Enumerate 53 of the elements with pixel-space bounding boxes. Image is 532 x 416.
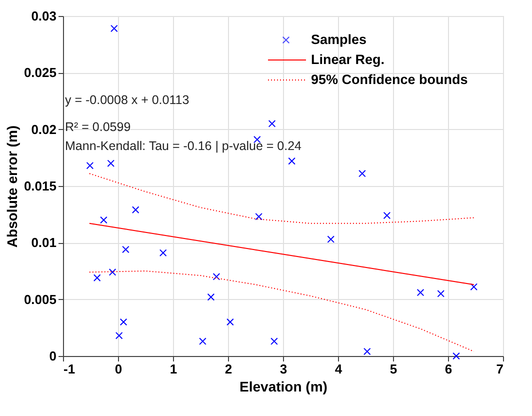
point — [132, 206, 140, 214]
y-tick-label: 0.025 — [24, 65, 56, 80]
point — [100, 216, 108, 224]
x-tick-label: 7 — [496, 362, 504, 376]
x-tick-label: 6 — [444, 362, 452, 376]
point — [327, 236, 335, 243]
y-tick-label: 0.015 — [24, 178, 56, 194]
line-series — [88, 173, 474, 224]
legend-label: 95% Confidence bounds — [311, 72, 468, 87]
point — [255, 212, 262, 220]
x-axis-title: Elevation (m) — [240, 378, 328, 394]
x-tick-label: 0 — [114, 362, 122, 376]
point — [226, 318, 234, 326]
point — [212, 273, 220, 280]
y-tick-label: 0.01 — [31, 235, 56, 250]
annotation: Mann-Kendall: Tau = -0.16 | p-value = 0.24 — [65, 139, 302, 153]
y-tick-label: 0.02 — [31, 122, 56, 137]
point — [363, 348, 371, 356]
y-tick-label: 0.03 — [31, 8, 56, 24]
point — [159, 249, 167, 257]
point — [270, 338, 278, 345]
x-tick-label: 4 — [334, 362, 343, 376]
point — [93, 274, 101, 282]
point — [288, 157, 296, 165]
x-tick-label: 5 — [390, 362, 398, 376]
point — [358, 170, 366, 178]
point — [107, 160, 115, 167]
y-tick-label: 0 — [49, 348, 56, 364]
point — [122, 246, 130, 254]
point — [199, 338, 206, 345]
y-tick-label: 0.005 — [24, 292, 56, 307]
point — [110, 24, 118, 32]
point — [86, 162, 94, 170]
point — [115, 332, 123, 340]
x-tick-label: 2 — [224, 362, 232, 376]
x-tick-label: 3 — [280, 362, 288, 376]
point — [207, 293, 215, 301]
x-tick-label: -1 — [64, 362, 76, 376]
point — [383, 212, 391, 220]
point — [120, 318, 128, 326]
legend-label: Samples — [311, 32, 367, 47]
point — [437, 290, 445, 298]
x-tick-label: 1 — [170, 362, 178, 376]
annotation: R² = 0.0599 — [65, 120, 131, 134]
annotation: y = -0.0008 x + 0.0113 — [65, 93, 190, 107]
point — [416, 288, 424, 296]
legend-label: Linear Reg. — [311, 52, 385, 67]
point — [108, 268, 116, 276]
point — [268, 120, 276, 128]
line-series — [88, 270, 474, 352]
y-axis-title: Absolute error (m) — [4, 125, 20, 248]
point — [452, 352, 460, 360]
point — [470, 283, 478, 291]
